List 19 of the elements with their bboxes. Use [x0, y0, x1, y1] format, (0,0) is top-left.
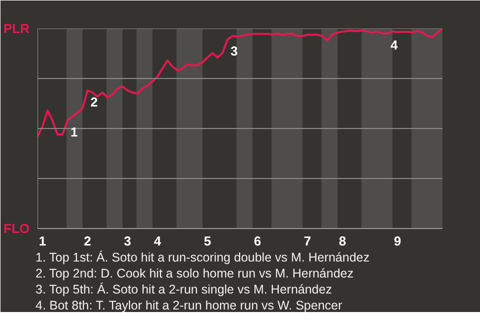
- annotation: 1: [70, 124, 78, 140]
- x-tick-label: 8: [338, 234, 346, 248]
- text: PLR: [4, 21, 30, 36]
- annotation: 4: [390, 38, 398, 52]
- annotation: 3: [230, 44, 238, 58]
- x-tick-label: 5: [204, 234, 212, 248]
- x-tick-label: 9: [394, 234, 402, 248]
- text: FLO: [4, 221, 30, 236]
- x-tick-label: 2: [84, 234, 92, 248]
- text: 3. Top 5th: Á. Soto hit a 2-run single vs M. Hernández: [36, 282, 332, 296]
- x-tick-label: 6: [254, 234, 262, 248]
- text: 4. Bot 8th: T. Taylor hit a 2-run home run vs W. Spencer: [36, 298, 342, 312]
- annotation: 2: [90, 94, 98, 110]
- text: 2. Top 2nd: D. Cook hit a solo home run vs M. Hernández: [36, 266, 354, 280]
- x-tick-label: 1: [38, 234, 46, 248]
- text: 1. Top 1st: Á. Soto hit a run-scoring double vs M. Hernández: [36, 250, 370, 264]
- x-tick-label: 3: [124, 234, 132, 248]
- x-tick-label: 4: [154, 234, 162, 248]
- x-tick-label: 7: [304, 234, 312, 248]
